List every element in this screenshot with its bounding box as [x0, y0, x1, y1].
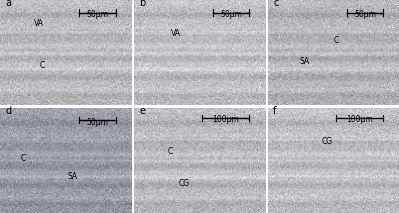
Text: 50μm: 50μm	[354, 10, 376, 19]
Text: c: c	[273, 0, 279, 9]
Text: C: C	[168, 147, 173, 156]
Text: 50μm: 50μm	[220, 10, 242, 19]
Text: SA: SA	[299, 57, 310, 66]
Text: VA: VA	[171, 29, 181, 38]
Text: VA: VA	[34, 19, 44, 28]
Text: C: C	[334, 36, 339, 45]
Text: b: b	[139, 0, 145, 9]
Text: C: C	[21, 154, 26, 163]
Text: SA: SA	[67, 172, 77, 181]
Text: a: a	[5, 0, 11, 9]
Text: 100μm: 100μm	[346, 115, 373, 124]
Text: 50μm: 50μm	[86, 118, 108, 127]
Text: CG: CG	[321, 137, 332, 146]
Text: 100μm: 100μm	[212, 115, 239, 124]
Text: d: d	[5, 106, 12, 116]
Text: f: f	[273, 106, 277, 116]
Text: 50μm: 50μm	[86, 10, 108, 19]
Text: e: e	[139, 106, 145, 116]
Text: C: C	[40, 61, 45, 70]
Text: CG: CG	[178, 179, 189, 188]
